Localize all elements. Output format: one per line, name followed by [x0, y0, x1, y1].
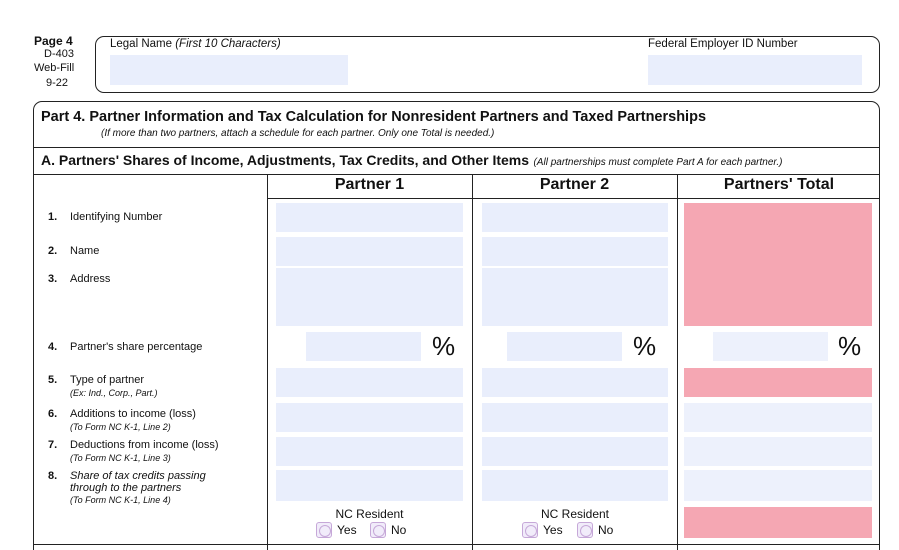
line-3-label: Address	[70, 273, 111, 285]
line-1-label: Identifying Number	[70, 211, 163, 223]
line-7-sub: (To Form NC K-1, Line 3)	[70, 453, 171, 463]
legal-name-field[interactable]	[110, 55, 348, 85]
partner1-tax-credits[interactable]	[276, 470, 463, 501]
partner2-percent-sign: %	[633, 331, 657, 361]
partner1-share-percentage[interactable]	[306, 332, 421, 361]
section-a-heading: A. Partners' Shares of Income, Adjustmen…	[41, 152, 782, 170]
partner2-name[interactable]	[482, 237, 668, 266]
line-2-number: 2.	[48, 245, 58, 257]
line-6-label: Additions to income (loss)	[70, 408, 196, 420]
line-8-sub: (To Form NC K-1, Line 4)	[70, 495, 171, 505]
line-7-label: Deductions from income (loss)	[70, 439, 219, 451]
line-3-number: 3.	[48, 273, 58, 285]
partner1-identifying-number[interactable]	[276, 203, 463, 232]
partner2-deductions[interactable]	[482, 437, 668, 466]
line-4-label: Partner's share percentage	[70, 341, 203, 353]
line-2-label: Name	[70, 245, 100, 257]
line-8-label: Share of tax credits passing through to …	[70, 470, 206, 494]
line-6-number: 6.	[48, 408, 58, 420]
form-id: D-403	[44, 48, 74, 60]
total-identifying-name-address-block	[684, 203, 872, 326]
line-5-label: Type of partner	[70, 374, 144, 386]
total-deductions[interactable]	[684, 437, 872, 466]
section-a-title: A. Partners' Shares of Income, Adjustmen…	[41, 152, 530, 168]
partner2-nc-resident-no-radio[interactable]	[577, 522, 593, 538]
total-additions[interactable]	[684, 403, 872, 432]
partner2-tax-credits[interactable]	[482, 470, 668, 501]
fein-field[interactable]	[648, 55, 862, 85]
partner2-additions[interactable]	[482, 403, 668, 432]
header-box	[95, 36, 880, 93]
column-divider	[267, 174, 268, 550]
part4-subtitle: (If more than two partners, attach a sch…	[101, 128, 495, 139]
partner1-type[interactable]	[276, 368, 463, 397]
total-share-percentage[interactable]	[713, 332, 828, 361]
partner2-nc-resident-yes-radio[interactable]	[522, 522, 538, 538]
partner2-type[interactable]	[482, 368, 668, 397]
column-header-partner-2: Partner 2	[539, 176, 610, 193]
line-1-number: 1.	[48, 211, 58, 223]
partner1-deductions[interactable]	[276, 437, 463, 466]
line-4-number: 4.	[48, 341, 58, 353]
web-fill-label: Web-Fill	[34, 62, 75, 74]
partner2-share-percentage[interactable]	[507, 332, 622, 361]
partner2-yes-label: Yes	[543, 523, 563, 537]
line-8-number: 8.	[48, 470, 58, 482]
partner1-nc-resident-label: NC Resident	[335, 507, 404, 521]
form-revision: 9-22	[46, 77, 69, 89]
line-5-number: 5.	[48, 374, 58, 386]
partner1-name[interactable]	[276, 237, 463, 266]
partner1-additions[interactable]	[276, 403, 463, 432]
total-percent-sign: %	[838, 331, 862, 361]
legal-name-text: Legal Name	[110, 38, 173, 50]
partner2-no-label: No	[598, 523, 614, 537]
line-7-number: 7.	[48, 439, 58, 451]
fein-label: Federal Employer ID Number	[648, 38, 798, 50]
column-divider	[472, 174, 473, 550]
partner1-nc-resident-yes-radio[interactable]	[316, 522, 332, 538]
part4-title: Part 4. Partner Information and Tax Calc…	[41, 109, 707, 125]
divider	[33, 174, 880, 175]
partner2-address[interactable]	[482, 268, 668, 326]
legal-name-label: Legal Name (First 10 Characters)	[110, 38, 281, 50]
line-6-sub: (To Form NC K-1, Line 2)	[70, 422, 171, 432]
partner1-address[interactable]	[276, 268, 463, 326]
partner1-yes-label: Yes	[337, 523, 357, 537]
total-nc-resident-block	[684, 507, 872, 538]
partner1-nc-resident-no-radio[interactable]	[370, 522, 386, 538]
column-header-partner-1: Partner 1	[334, 176, 405, 193]
partner2-identifying-number[interactable]	[482, 203, 668, 232]
total-tax-credits[interactable]	[684, 470, 872, 501]
column-header-partners-total: Partners' Total	[723, 176, 835, 193]
divider	[33, 147, 880, 148]
part4-box	[33, 101, 880, 550]
partner1-percent-sign: %	[432, 331, 456, 361]
bottom-rule	[33, 544, 880, 545]
line-5-sub: (Ex: Ind., Corp., Part.)	[70, 388, 158, 398]
column-divider	[677, 174, 678, 550]
total-type-block	[684, 368, 872, 397]
section-a-note: (All partnerships must complete Part A f…	[533, 157, 783, 168]
partner2-nc-resident-label: NC Resident	[540, 507, 610, 521]
divider	[268, 198, 880, 199]
page-label: Page 4	[34, 34, 73, 48]
legal-name-hint: (First 10 Characters)	[175, 38, 281, 50]
partner1-no-label: No	[391, 523, 407, 537]
